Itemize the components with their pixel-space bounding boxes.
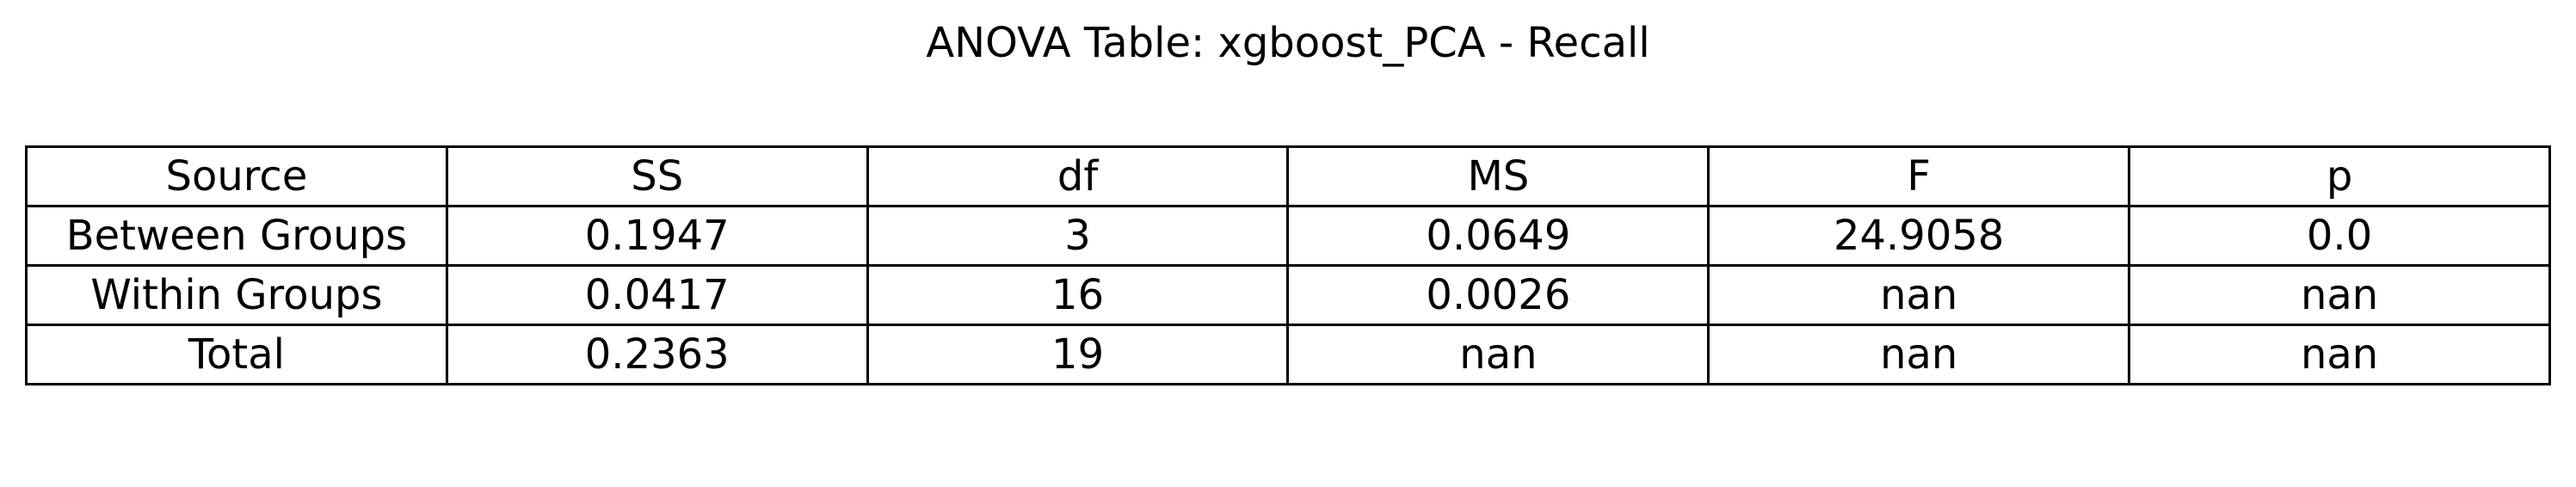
header-ms: MS — [1286, 145, 1710, 207]
cell-source: Between Groups — [25, 205, 448, 267]
table-header-row: Source SS df MS F p — [25, 145, 2551, 207]
cell-ms: 0.0649 — [1286, 205, 1710, 267]
cell-source: Within Groups — [25, 264, 448, 326]
anova-table: Source SS df MS F p Between Groups 0.194… — [25, 145, 2551, 385]
cell-df: 16 — [866, 264, 1290, 326]
header-df: df — [866, 145, 1290, 207]
table-row: Between Groups 0.1947 3 0.0649 24.9058 0… — [25, 205, 2551, 267]
header-p: p — [2128, 145, 2551, 207]
cell-p: 0.0 — [2128, 205, 2551, 267]
cell-ms: nan — [1286, 324, 1710, 385]
header-f: F — [1707, 145, 2131, 207]
cell-ms: 0.0026 — [1286, 264, 1710, 326]
header-source: Source — [25, 145, 448, 207]
cell-df: 19 — [866, 324, 1290, 385]
cell-ss: 0.0417 — [445, 264, 869, 326]
header-ss: SS — [445, 145, 869, 207]
table-row: Within Groups 0.0417 16 0.0026 nan nan — [25, 264, 2551, 326]
table-row: Total 0.2363 19 nan nan nan — [25, 324, 2551, 385]
cell-f: 24.9058 — [1707, 205, 2131, 267]
cell-f: nan — [1707, 324, 2131, 385]
chart-title: ANOVA Table: xgboost_PCA - Recall — [926, 19, 1650, 67]
cell-p: nan — [2128, 264, 2551, 326]
cell-ss: 0.2363 — [445, 324, 869, 385]
cell-f: nan — [1707, 264, 2131, 326]
cell-source: Total — [25, 324, 448, 385]
cell-ss: 0.1947 — [445, 205, 869, 267]
cell-p: nan — [2128, 324, 2551, 385]
cell-df: 3 — [866, 205, 1290, 267]
